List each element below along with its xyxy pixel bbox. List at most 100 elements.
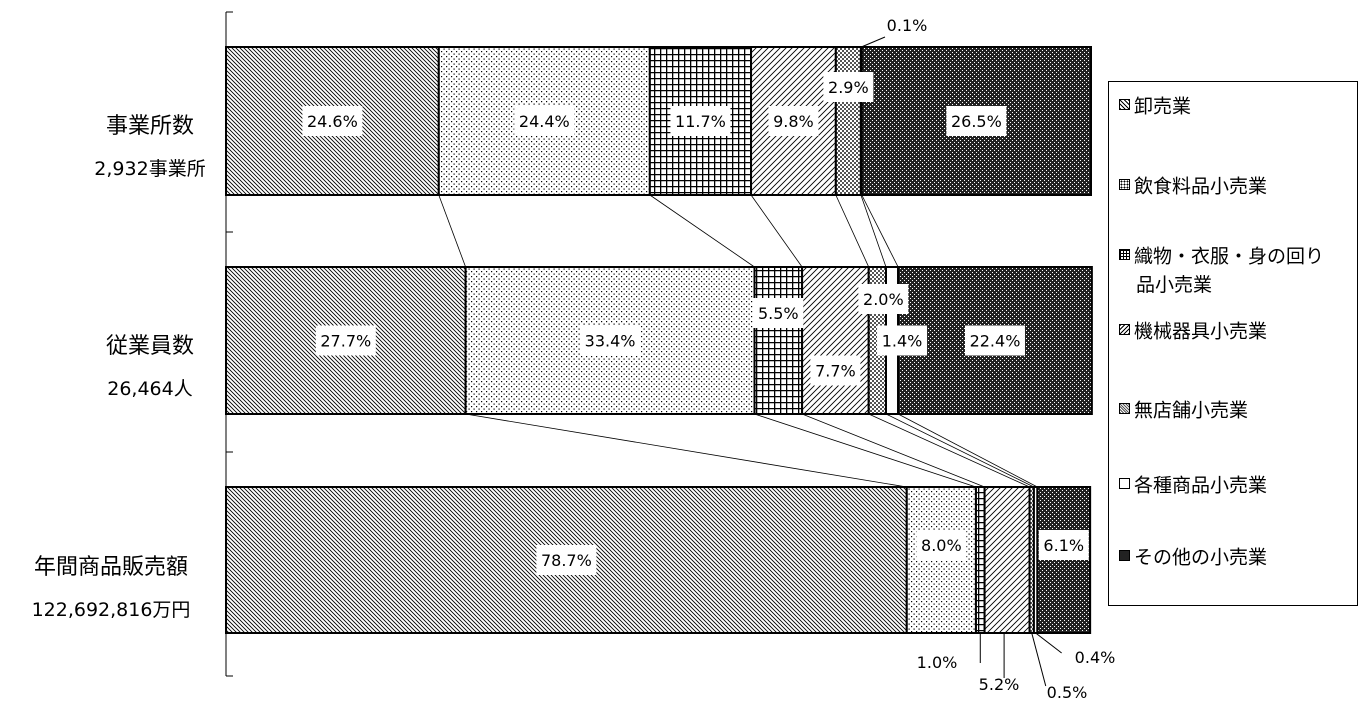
legend-swatch-icon [1119,403,1130,414]
data-label-background [670,106,731,136]
legend: 卸売業 飲食料品小売業 織物・衣服・身の回り 品小売業 機械器具小売業 無店舗小… [1108,81,1358,606]
data-label-0-0: 24.6% [302,106,363,136]
data-label-1-0: 24.4% [514,106,575,136]
data-label-background [877,325,928,356]
data-label-text: 2.9% [828,78,869,97]
series-connector-line [438,194,466,268]
legend-item-0: 卸売業 [1119,92,1191,121]
data-label-text: 0.1% [887,16,928,35]
data-label-5-2: 0.4% [1035,632,1116,667]
legend-swatch-icon [1119,249,1130,260]
data-label-background [1038,530,1089,560]
data-label-background [753,298,804,328]
legend-label: その他の小売業 [1134,546,1268,569]
legend-label: 飲食料品小売業 [1134,175,1268,198]
legend-item-4: 無店舗小売業 [1119,396,1248,425]
bar-segment-4-0 [834,46,862,196]
series-connector-line [897,413,1038,488]
leader-line [1031,632,1047,687]
series-connector-line [750,194,803,268]
leader-line [861,36,886,48]
category-label-2: 年間商品販売額 122,692,816万円 [0,549,222,622]
data-label-text: 9.8% [773,112,814,131]
data-label-4-0: 2.9% [823,72,874,102]
bar-segment-3-2 [983,486,1031,634]
data-label-2-1: 5.5% [753,298,804,328]
legend-label: 織物・衣服・身の回り [1134,245,1325,268]
series-connector-line [868,413,1030,488]
data-label-text: 6.1% [1043,536,1084,555]
category-title: 事業所数 [105,114,194,139]
series-connector-line [861,194,899,268]
legend-label: 無店舗小売業 [1134,399,1249,422]
leader-line [1035,632,1062,654]
data-label-6-0: 26.5% [946,106,1007,136]
data-label-background [810,355,861,386]
legend-item-6: その他の小売業 [1119,543,1267,572]
data-label-text: 24.6% [307,112,358,131]
category-subtitle: 26,464人 [107,378,193,400]
legend-swatch-icon [1119,99,1130,110]
legend-item-5: 各種商品小売業 [1119,471,1267,500]
data-label-text: 1.4% [882,332,923,351]
bar-segment-3-1 [801,266,870,415]
data-label-background [536,545,597,575]
legend-swatch-icon [1119,550,1130,561]
series-connector-line [885,413,1035,488]
data-label-background [315,325,376,356]
bar-segment-2-1 [753,266,804,415]
data-label-3-0: 9.8% [768,106,819,136]
legend-label: 各種商品小売業 [1134,474,1268,497]
data-label-text: 24.4% [519,112,570,131]
data-label-background [823,72,874,102]
data-label-text: 8.0% [921,536,962,555]
category-title: 従業員数 [105,334,194,359]
data-label-4-1: 2.0% [858,284,909,314]
data-label-background [580,325,641,356]
data-label-0-2: 78.7% [536,545,597,575]
legend-label: 機械器具小売業 [1134,320,1268,343]
data-label-5-0: 0.1% [861,16,928,48]
category-title: 年間商品販売額 [33,555,188,580]
data-label-3-1: 7.7% [810,355,861,386]
data-label-6-2: 6.1% [1038,530,1089,560]
series-connector-line [801,413,985,488]
data-label-1-1: 33.4% [580,325,641,356]
category-label-1: 従業員数 26,464人 [70,328,230,401]
data-label-1-2: 8.0% [916,530,967,560]
data-label-text: 0.5% [1047,683,1088,702]
legend-swatch-icon [1119,179,1130,190]
data-label-text: 11.7% [675,112,726,131]
data-label-text: 26.5% [951,112,1002,131]
data-label-text: 22.4% [970,332,1021,351]
data-label-4-2: 0.5% [1031,632,1088,702]
legend-item-3: 機械器具小売業 [1119,317,1267,346]
data-label-background [946,106,1007,136]
series-connector-line [754,413,977,488]
legend-swatch-icon [1119,324,1130,335]
legend-label: 卸売業 [1134,95,1192,118]
data-label-0-1: 27.7% [315,325,376,356]
series-connector-line [835,194,870,268]
data-label-background [768,106,819,136]
data-label-background [916,530,967,560]
data-label-background [964,325,1025,356]
data-label-text: 5.5% [758,304,799,323]
data-label-background [514,106,575,136]
series-connector-line [649,194,755,268]
data-label-6-1: 22.4% [964,325,1025,356]
category-subtitle: 2,932事業所 [94,158,206,180]
data-label-text: 1.0% [917,653,958,672]
bar-segment-2-2 [974,486,986,634]
series-connector-line [465,413,907,488]
data-label-text: 5.2% [979,675,1020,694]
legend-item-2: 織物・衣服・身の回り 品小売業 [1119,242,1324,299]
data-label-text: 0.4% [1075,648,1116,667]
data-label-3-2: 5.2% [979,633,1020,694]
legend-swatch-icon [1119,478,1130,489]
data-label-5-1: 1.4% [877,325,928,356]
data-label-text: 7.7% [815,362,856,381]
data-label-text: 2.0% [863,290,904,309]
series-connector-line [860,194,887,268]
